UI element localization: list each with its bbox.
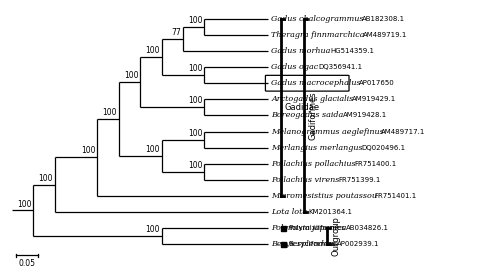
Text: Arctogadus glacialis: Arctogadus glacialis	[271, 95, 356, 103]
Text: FR751401.1: FR751401.1	[374, 193, 417, 199]
Text: 100: 100	[188, 64, 202, 73]
Text: AP017650: AP017650	[359, 80, 395, 86]
Text: Gadus morhua: Gadus morhua	[271, 47, 333, 55]
Text: AB182308.1: AB182308.1	[362, 16, 405, 22]
Text: FR751399.1: FR751399.1	[339, 177, 381, 183]
Text: 100: 100	[17, 199, 32, 209]
Text: Micromesistius poutassou: Micromesistius poutassou	[271, 192, 380, 200]
Text: AM919429.1: AM919429.1	[352, 96, 397, 102]
Text: AM489719.1: AM489719.1	[363, 32, 407, 38]
Text: DQ356941.1: DQ356941.1	[318, 64, 362, 70]
Bar	[280, 226, 286, 230]
Text: Outgroup: Outgroup	[331, 216, 340, 256]
Text: AP002939.1: AP002939.1	[337, 241, 380, 247]
Text: HG514359.1: HG514359.1	[330, 48, 374, 54]
Text: Gadiformes: Gadiformes	[308, 91, 317, 140]
Text: 100: 100	[188, 129, 202, 138]
Text: Polymixia japonica: Polymixia japonica	[271, 224, 349, 232]
Bar	[280, 242, 286, 247]
Text: 100: 100	[146, 225, 160, 234]
Text: AB034826.1: AB034826.1	[346, 225, 389, 231]
Text: 100: 100	[102, 108, 117, 117]
Text: 100: 100	[81, 147, 96, 156]
Text: AM919428.1: AM919428.1	[342, 112, 386, 118]
Text: Pollachius pollachius: Pollachius pollachius	[271, 160, 358, 168]
Text: Gadus ogac: Gadus ogac	[271, 63, 321, 71]
Text: 100: 100	[188, 96, 202, 105]
Text: 100: 100	[124, 71, 138, 80]
Text: Melanogrammus aeglefinus: Melanogrammus aeglefinus	[271, 127, 386, 136]
Text: 77: 77	[172, 28, 181, 37]
Text: Gadidae: Gadidae	[285, 103, 320, 112]
Text: AM489717.1: AM489717.1	[381, 129, 426, 135]
Text: 100: 100	[38, 174, 53, 183]
Text: Pollachius virens: Pollachius virens	[271, 176, 342, 184]
Text: Boreogadus saida: Boreogadus saida	[271, 112, 346, 119]
Text: Polymixiiformes: Polymixiiformes	[288, 225, 345, 231]
Text: 100: 100	[188, 161, 202, 170]
Text: Gadus macrocephalus: Gadus macrocephalus	[271, 79, 363, 87]
Text: Merlangius merlangus: Merlangius merlangus	[271, 144, 365, 152]
Text: KM201364.1: KM201364.1	[308, 209, 352, 215]
Text: 100: 100	[146, 145, 160, 154]
Text: 0.05: 0.05	[18, 259, 36, 269]
Text: Beryx splendens: Beryx splendens	[271, 240, 340, 248]
Text: 100: 100	[188, 16, 202, 25]
Text: DQ020496.1: DQ020496.1	[361, 145, 405, 151]
Text: Beryciformes: Beryciformes	[288, 241, 336, 247]
Text: Theragra finnmarchica: Theragra finnmarchica	[271, 31, 367, 39]
Text: 100: 100	[146, 46, 160, 55]
Text: Lota lota: Lota lota	[271, 208, 310, 216]
Text: FR751400.1: FR751400.1	[354, 161, 397, 167]
Text: Gadus chalcogrammus: Gadus chalcogrammus	[271, 15, 366, 23]
